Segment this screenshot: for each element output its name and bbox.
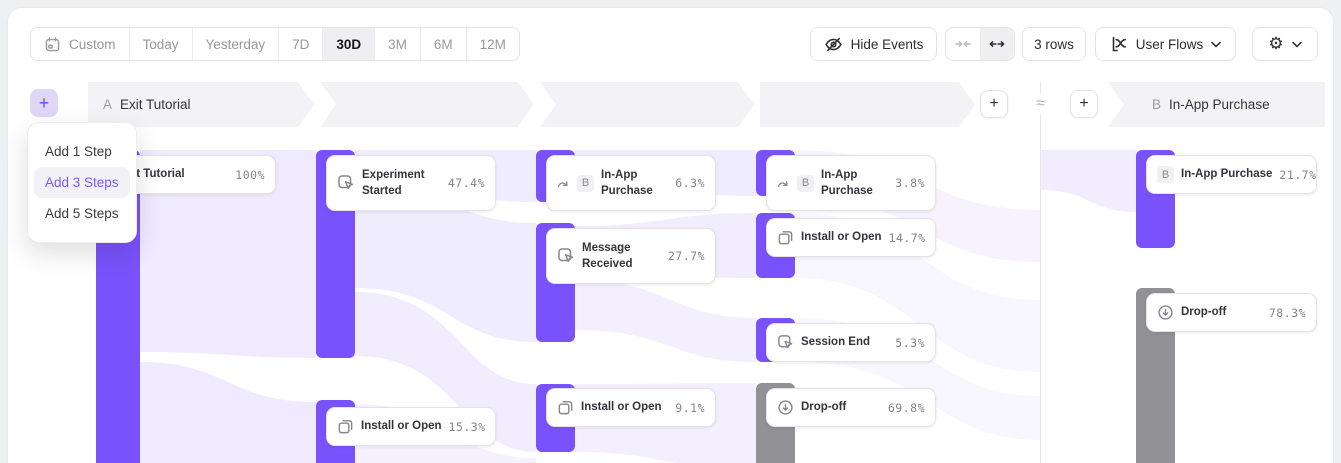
date-range-30d[interactable]: 30D xyxy=(323,28,376,60)
menu-item-add-1-step[interactable]: Add 1 Step xyxy=(45,144,112,159)
node-percent: 21.7% xyxy=(1279,167,1317,182)
add-step-before-b-button[interactable]: + xyxy=(1070,90,1098,118)
node-card-install-or-open-2[interactable]: Install or Open 9.1% xyxy=(546,388,716,427)
node-card-in-app-purchase-b[interactable]: B In-App Purchase 21.7% xyxy=(1146,155,1317,194)
node-percent: 15.3% xyxy=(448,419,486,434)
node-card-in-app-purchase-2[interactable]: B In-App Purchase 3.8% xyxy=(766,155,936,211)
flows-chart-icon xyxy=(1110,35,1128,53)
column-width-toggle xyxy=(945,27,1015,61)
date-range-yesterday[interactable]: Yesterday xyxy=(193,28,280,60)
node-label: Install or Open xyxy=(361,420,442,433)
overlapping-squares-icon xyxy=(557,399,574,416)
node-percent: 27.7% xyxy=(667,249,705,263)
jump-arrow-icon xyxy=(557,178,570,189)
date-range-custom[interactable]: Custom xyxy=(31,28,130,60)
node-card-install-or-open-3[interactable]: Install or Open 14.7% xyxy=(766,218,936,257)
add-step-after-a-button[interactable]: + xyxy=(980,90,1008,118)
event-icon xyxy=(557,247,575,265)
step-title-a: Exit Tutorial xyxy=(120,97,191,112)
step-b-badge: B xyxy=(797,174,814,192)
step-band-segment xyxy=(320,82,534,127)
step-band-b: B In-App Purchase xyxy=(1108,82,1325,127)
calendar-icon xyxy=(44,36,61,53)
node-card-drop-off[interactable]: Drop-off 69.8% xyxy=(766,388,936,427)
expand-columns-button[interactable] xyxy=(979,28,1014,60)
arrows-expand-icon xyxy=(989,39,1005,49)
node-card-message-received[interactable]: Message Received 27.7% xyxy=(546,228,716,284)
date-range-6m[interactable]: 6M xyxy=(421,28,467,60)
node-label: Experiment Started xyxy=(362,168,425,197)
menu-item-add-5-steps[interactable]: Add 5 Steps xyxy=(45,206,119,221)
node-percent: 100% xyxy=(235,167,265,182)
node-label: In-App Purchase xyxy=(821,168,873,197)
node-label: In-App Purchase xyxy=(601,168,653,197)
step-title-b: In-App Purchase xyxy=(1169,97,1270,112)
node-label: Install or Open xyxy=(581,401,662,414)
node-label: Session End xyxy=(801,336,871,349)
node-percent: 6.3% xyxy=(675,176,705,190)
eye-off-icon xyxy=(824,35,843,54)
hide-events-button[interactable]: Hide Events xyxy=(810,27,937,61)
menu-item-add-3-steps[interactable]: Add 3 Steps xyxy=(34,167,130,198)
node-label: Drop-off xyxy=(801,401,847,414)
add-step-button[interactable]: + xyxy=(30,89,58,117)
break-symbol: ≈ xyxy=(1030,93,1051,115)
node-percent: 47.4% xyxy=(447,176,485,190)
chevron-down-icon xyxy=(1211,41,1222,48)
node-card-in-app-purchase[interactable]: B In-App Purchase 6.3% xyxy=(546,155,716,211)
node-percent: 5.3% xyxy=(895,335,925,350)
node-percent: 78.3% xyxy=(1268,305,1306,320)
node-label: Message Received xyxy=(582,241,633,270)
view-selector-button[interactable]: User Flows xyxy=(1095,27,1236,61)
date-range-selector: Custom Today Yesterday 7D 30D 3M 6M 12M xyxy=(30,27,520,61)
section-divider xyxy=(1040,82,1041,463)
settings-button[interactable]: ⚙ xyxy=(1252,27,1318,61)
step-band-segment xyxy=(540,82,754,127)
node-percent: 69.8% xyxy=(887,400,925,415)
rows-label: 3 rows xyxy=(1034,36,1074,52)
gear-icon: ⚙ xyxy=(1268,34,1284,53)
event-icon xyxy=(337,174,355,192)
arrows-collapse-icon xyxy=(954,39,971,49)
step-band-a: A Exit Tutorial xyxy=(88,82,314,127)
step-b-badge: B xyxy=(1157,166,1174,183)
date-range-3m[interactable]: 3M xyxy=(375,28,421,60)
step-badge-b: B xyxy=(1152,97,1162,112)
node-percent: 3.8% xyxy=(895,176,925,190)
drop-off-icon xyxy=(777,399,794,416)
add-step-menu: Add 1 Step Add 3 Steps Add 5 Steps xyxy=(27,122,137,243)
step-badge-a: A xyxy=(103,97,113,112)
chevron-down-icon xyxy=(1291,41,1302,48)
node-card-session-end[interactable]: Session End 5.3% xyxy=(766,323,936,362)
node-card-experiment-started[interactable]: Experiment Started 47.4% xyxy=(326,155,496,211)
date-range-today[interactable]: Today xyxy=(130,28,193,60)
node-percent: 14.7% xyxy=(888,230,926,245)
node-card-drop-off-b[interactable]: Drop-off 78.3% xyxy=(1146,293,1317,332)
node-label: In-App Purchase xyxy=(1181,168,1273,181)
node-label: Install or Open xyxy=(801,231,882,244)
date-range-7d[interactable]: 7D xyxy=(279,28,324,60)
date-range-label: Custom xyxy=(69,36,116,52)
view-selector-label: User Flows xyxy=(1135,36,1204,52)
hide-events-label: Hide Events xyxy=(850,36,924,52)
rows-button[interactable]: 3 rows xyxy=(1022,27,1086,61)
event-icon xyxy=(777,334,794,351)
step-band-segment xyxy=(760,82,975,127)
overlapping-squares-icon xyxy=(337,418,354,435)
node-card-install-or-open[interactable]: Install or Open 15.3% xyxy=(326,407,496,446)
jump-arrow-icon xyxy=(777,178,790,189)
node-label: Drop-off xyxy=(1181,306,1227,319)
collapse-columns-button[interactable] xyxy=(946,28,980,60)
node-percent: 9.1% xyxy=(675,400,705,415)
step-b-badge: B xyxy=(577,174,594,192)
drop-off-icon xyxy=(1157,304,1174,321)
date-range-12m[interactable]: 12M xyxy=(479,36,506,52)
overlapping-squares-icon xyxy=(777,229,794,246)
